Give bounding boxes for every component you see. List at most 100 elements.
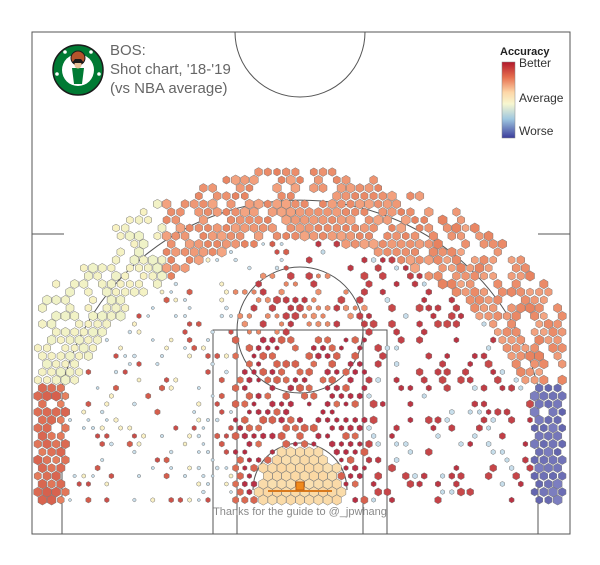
hex-bin: [219, 409, 225, 415]
hex-bin: [184, 238, 195, 250]
hex-bin: [484, 295, 493, 305]
hex-bin: [183, 473, 187, 479]
hex-bin: [56, 462, 66, 474]
hex-bin: [51, 486, 61, 498]
hex-bin: [187, 353, 192, 359]
hex-bin: [540, 327, 548, 337]
hex-bin: [306, 321, 312, 327]
hex-bin: [521, 262, 530, 274]
hex-bin: [104, 481, 109, 487]
legend-label-average: Average: [519, 91, 564, 105]
hex-bin: [68, 498, 72, 502]
hex-bin: [185, 223, 194, 233]
hex-bin: [70, 279, 79, 289]
hex-bin: [269, 432, 276, 440]
hex-bin: [224, 305, 229, 311]
hex-bin: [256, 361, 262, 367]
hex-bin: [467, 360, 473, 368]
hex-bin: [33, 439, 42, 449]
hex-bin: [287, 320, 294, 328]
hex-bin: [157, 223, 167, 233]
hex-bin: [387, 206, 397, 218]
hex-bin: [224, 466, 229, 470]
hex-bin: [272, 231, 282, 241]
hex-bin: [232, 496, 239, 504]
hex-bin: [477, 409, 482, 415]
hex-bin: [324, 352, 331, 360]
hex-bin: [539, 471, 548, 481]
hex-bin: [264, 455, 272, 465]
hex-bin: [99, 425, 105, 431]
hex-bin: [549, 471, 557, 481]
hex-bin: [52, 327, 61, 337]
hex-bin: [475, 311, 484, 321]
hex-bin: [452, 303, 460, 313]
hex-bin: [470, 222, 480, 234]
hex-bin: [218, 376, 225, 384]
hex-bin: [224, 353, 229, 359]
hex-bin: [205, 497, 211, 503]
hex-bin: [260, 432, 267, 440]
hex-bin: [530, 327, 539, 337]
hex-bin: [557, 391, 567, 401]
hex-bin: [180, 247, 190, 257]
hex-bin: [443, 367, 451, 377]
hex-bin: [222, 239, 231, 249]
hex-bin: [553, 303, 562, 313]
hex-bin: [127, 329, 132, 335]
hex-bin: [553, 447, 562, 457]
hex-bin: [352, 496, 359, 504]
hex-bin: [499, 432, 506, 440]
hex-bin: [236, 488, 244, 496]
hex-bin: [287, 271, 295, 281]
hex-bin: [293, 441, 298, 447]
hex-bin: [198, 246, 208, 258]
hex-bin: [471, 400, 478, 408]
hex-bin: [132, 449, 137, 455]
hex-bin: [197, 450, 201, 454]
hex-bin: [247, 329, 252, 335]
hex-bin: [309, 182, 319, 194]
hex-bin: [343, 416, 349, 424]
hex-bin: [534, 334, 544, 346]
hex-bin: [347, 392, 354, 400]
hex-bin: [493, 278, 503, 290]
hex-bin: [332, 206, 342, 218]
hex-bin: [530, 375, 539, 385]
hex-bin: [300, 214, 310, 226]
hex-bin: [255, 440, 262, 448]
hex-bin: [219, 281, 225, 287]
hex-bin: [276, 206, 287, 218]
hex-bin: [268, 303, 276, 313]
hex-bin: [144, 263, 153, 273]
hex-bin: [553, 398, 563, 410]
hex-bin: [241, 432, 248, 440]
hex-bin: [105, 418, 109, 422]
hex-bin: [229, 314, 233, 318]
logo-dot-1: [63, 50, 67, 54]
hex-bin: [261, 242, 265, 246]
hex-bin: [544, 479, 553, 489]
hex-bin: [192, 409, 196, 415]
hex-bin: [351, 191, 360, 201]
hex-bin: [394, 265, 399, 271]
hex-bin: [268, 415, 277, 425]
hex-bin: [84, 303, 93, 313]
hex-bin: [461, 223, 470, 233]
hex-bin: [369, 415, 378, 425]
hex-bin: [164, 345, 169, 351]
hex-bin: [378, 191, 387, 201]
hex-bin: [290, 214, 300, 226]
hex-bin: [292, 281, 298, 287]
hex-bin: [539, 358, 549, 370]
hex-bin: [356, 424, 363, 432]
hex-bin: [99, 440, 105, 448]
hex-bin: [389, 432, 395, 440]
hex-bin: [347, 424, 354, 432]
hex-bin: [388, 319, 396, 329]
hex-bin: [379, 271, 387, 281]
hex-bin: [486, 425, 491, 431]
hex-bin: [557, 342, 567, 354]
hex-bin: [52, 359, 61, 369]
hex-bin: [438, 247, 447, 257]
